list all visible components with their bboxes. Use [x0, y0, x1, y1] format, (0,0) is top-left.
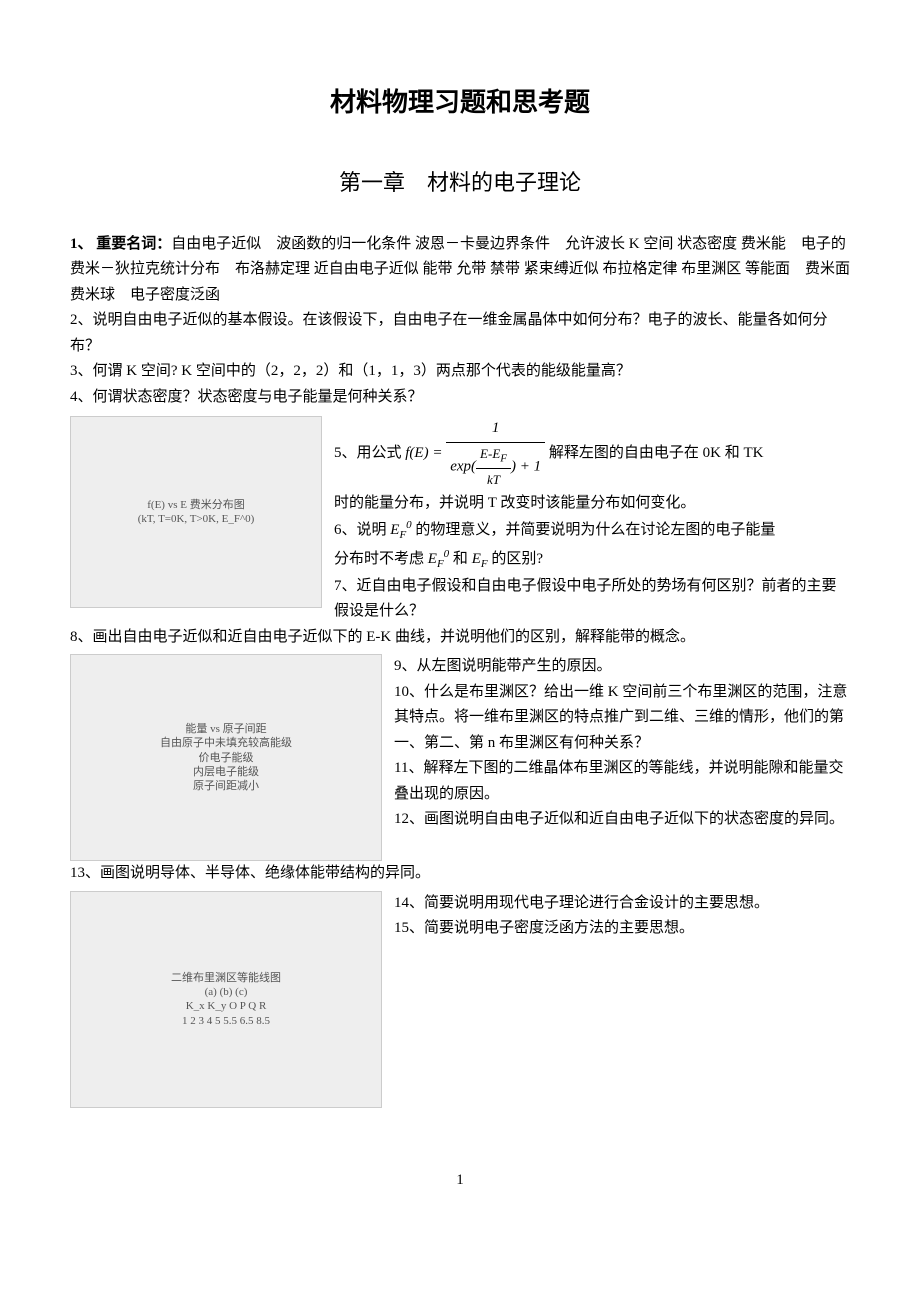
question-7: 7、近自由电子假设和自由电子假设中电子所处的势场有何区别？前者的主要假设是什么？: [334, 574, 850, 625]
figure-2: 能量 vs 原子间距 自由原子中未填充较高能级 价电子能级 内层电子能级 原子间…: [70, 654, 382, 861]
q1-label: 1、 重要名词：: [70, 236, 171, 252]
block-q9-12: 能量 vs 原子间距 自由原子中未填充较高能级 价电子能级 内层电子能级 原子间…: [70, 654, 850, 861]
figure-3-box: 二维布里渊区等能线图 (a) (b) (c) K_x K_y O P Q R 1…: [70, 891, 382, 1108]
question-1: 1、 重要名词：自由电子近似 波函数的归一化条件 波恩－卡曼边界条件 允许波长 …: [70, 232, 850, 309]
fE-den: exp( E-EF kT ) + 1: [446, 443, 545, 491]
figure-3: 二维布里渊区等能线图 (a) (b) (c) K_x K_y O P Q R 1…: [70, 891, 382, 1108]
inner-num: E-EF: [476, 443, 511, 469]
doc-title: 材料物理习题和思考题: [70, 80, 850, 124]
exp-text: exp: [450, 458, 471, 474]
q5b: 解释左图的自由电子在 0K 和 TK: [549, 445, 764, 461]
ef0-2: EF0: [428, 551, 449, 567]
question-14: 14、简要说明用现代电子理论进行合金设计的主要思想。: [394, 891, 850, 917]
q6c: 分布时不考虑: [334, 551, 428, 567]
ef-sub: F: [500, 452, 507, 464]
question-4: 4、何谓状态密度？状态密度与电子能量是何种关系？: [70, 385, 850, 411]
fE-lhs: f(E) =: [405, 445, 446, 461]
q6b: 的物理意义，并简要说明为什么在讨论左图的电子能量: [412, 522, 776, 538]
question-6-line1: 6、说明 EF0 的物理意义，并简要说明为什么在讨论左图的电子能量: [334, 516, 850, 545]
question-5-line1: 5、用公式 f(E) = 1 exp( E-EF kT ) + 1 解释左图的自…: [334, 416, 850, 491]
inner-frac: E-EF kT: [476, 443, 511, 491]
figure-2-box: 能量 vs 原子间距 自由原子中未填充较高能级 价电子能级 内层电子能级 原子间…: [70, 654, 382, 861]
plus1: + 1: [516, 458, 541, 474]
question-6-line2: 分布时不考虑 EF0 和 EF 的区别?: [334, 545, 850, 574]
q5-7-text: 5、用公式 f(E) = 1 exp( E-EF kT ) + 1 解释左图的自…: [334, 416, 850, 625]
q6d: 和: [449, 551, 472, 567]
question-5-line2: 时的能量分布，并说明 T 改变时该能量分布如何变化。: [334, 491, 850, 517]
inner-den: kT: [476, 469, 511, 491]
formula-fE: f(E) = 1 exp( E-EF kT ) + 1: [405, 445, 549, 461]
fE-main-frac: 1 exp( E-EF kT ) + 1: [446, 416, 545, 491]
question-10: 10、什么是布里渊区？给出一维 K 空间前三个布里渊区的范围，注意其特点。将一维…: [394, 680, 850, 757]
question-3: 3、何谓 K 空间? K 空间中的（2，2，2）和（1，1，3）两点那个代表的能…: [70, 359, 850, 385]
figure-1: f(E) vs E 费米分布图 (kT, T=0K, T>0K, E_F^0): [70, 416, 322, 608]
question-11: 11、解释左下图的二维晶体布里渊区的等能线，并说明能隙和能量交叠出现的原因。: [394, 756, 850, 807]
question-8: 8、画出自由电子近似和近自由电子近似下的 E-K 曲线，并说明他们的区别，解释能…: [70, 625, 850, 651]
q1-terms: 自由电子近似 波函数的归一化条件 波恩－卡曼边界条件 允许波长 K 空间 状态密…: [70, 236, 865, 303]
question-13: 13、画图说明导体、半导体、绝缘体能带结构的异同。: [70, 861, 850, 887]
block-q14-15: 二维布里渊区等能线图 (a) (b) (c) K_x K_y O P Q R 1…: [70, 891, 850, 1108]
figure-1-box: f(E) vs E 费米分布图 (kT, T=0K, T>0K, E_F^0): [70, 416, 322, 608]
q6e: 的区别?: [488, 551, 543, 567]
page-number: 1: [70, 1168, 850, 1194]
ef0-1: EF0: [390, 522, 411, 538]
q9-12-text: 9、从左图说明能带产生的原因。 10、什么是布里渊区？给出一维 K 空间前三个布…: [394, 654, 850, 833]
question-15: 15、简要说明电子密度泛函方法的主要思想。: [394, 916, 850, 942]
ef-3: EF: [472, 551, 488, 567]
q5a: 5、用公式: [334, 445, 405, 461]
chapter-heading: 第一章 材料的电子理论: [70, 164, 850, 201]
question-12: 12、画图说明自由电子近似和近自由电子近似下的状态密度的异同。: [394, 807, 850, 833]
question-2: 2、说明自由电子近似的基本假设。在该假设下，自由电子在一维金属晶体中如何分布？电…: [70, 308, 850, 359]
q6a: 6、说明: [334, 522, 390, 538]
fE-num: 1: [446, 416, 545, 443]
question-9: 9、从左图说明能带产生的原因。: [394, 654, 850, 680]
q14-15-text: 14、简要说明用现代电子理论进行合金设计的主要思想。 15、简要说明电子密度泛函…: [394, 891, 850, 942]
block-q5-7: f(E) vs E 费米分布图 (kT, T=0K, T>0K, E_F^0) …: [70, 416, 850, 625]
